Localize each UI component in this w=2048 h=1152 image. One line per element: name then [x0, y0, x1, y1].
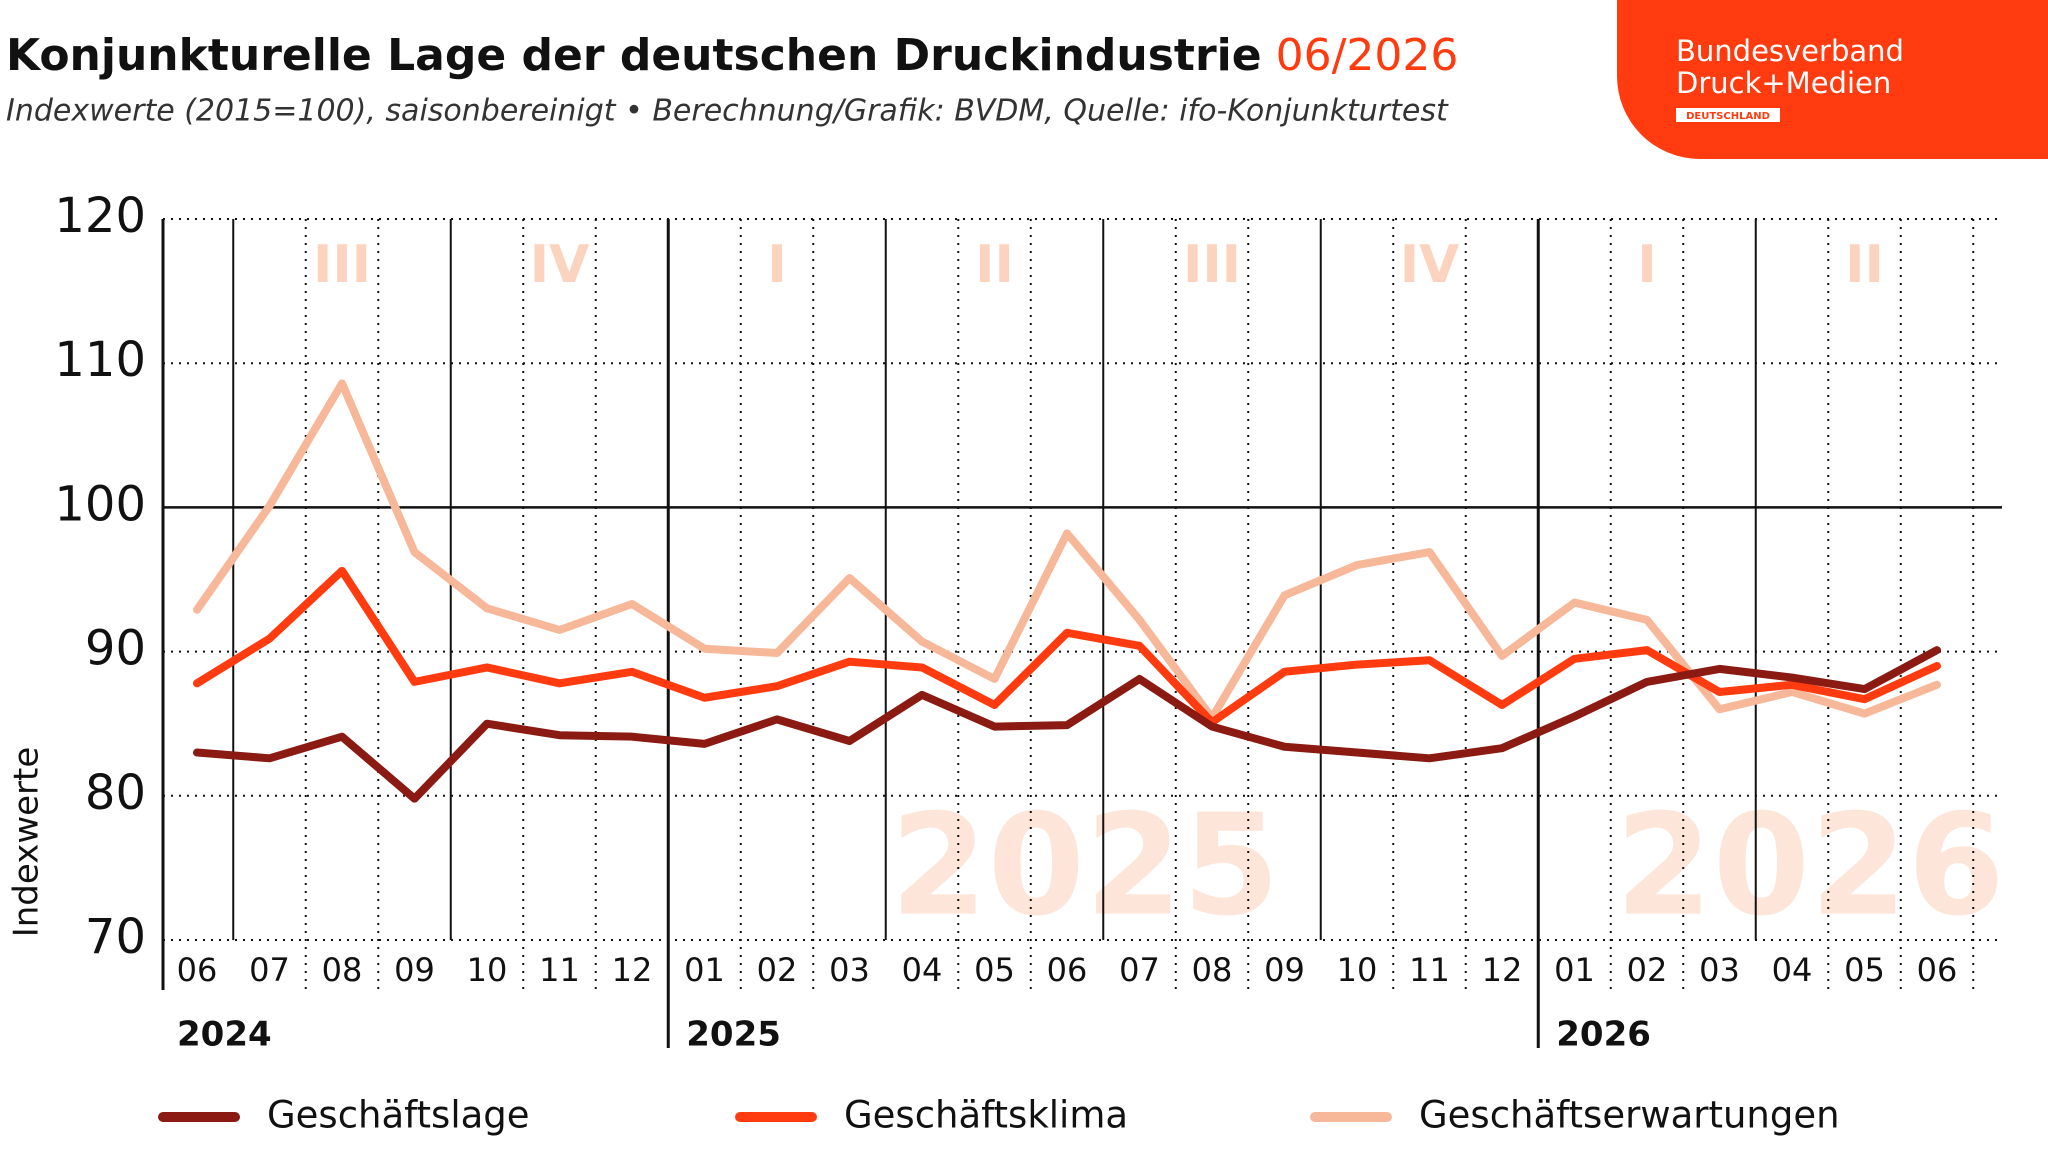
legend-label: Geschäftserwartungen [1419, 1094, 1840, 1137]
series-line [193, 379, 1941, 722]
logo-line: Druck+Medien [1676, 66, 1891, 100]
year-label: 2024 [177, 1015, 272, 1055]
y-axis-label: Indexwerte [7, 747, 47, 938]
y-tick-label: 90 [85, 621, 146, 677]
x-tick-label: 07 [1119, 951, 1160, 989]
quarter-label: III [1183, 235, 1241, 295]
quarter-label: I [1637, 235, 1656, 295]
quarter-label: I [767, 235, 786, 295]
chart-title: Konjunkturelle Lage der deutschen Drucki… [6, 30, 1262, 81]
x-tick-label: 01 [684, 951, 725, 989]
x-tick-label: 04 [902, 951, 943, 989]
x-tick-label: 09 [394, 951, 435, 989]
logo-line: DEUTSCHLAND [1686, 111, 1770, 122]
x-tick-label: 04 [1772, 951, 1813, 989]
x-tick-label: 11 [1409, 951, 1450, 989]
watermark: 2026 [1615, 785, 2005, 948]
x-tick-label: 09 [1264, 951, 1305, 989]
x-tick-label: 08 [322, 951, 363, 989]
x-tick-label: 02 [757, 951, 798, 989]
x-tick-label: 12 [1482, 951, 1523, 989]
x-tick-label: 10 [1337, 951, 1378, 989]
y-tick-label: 120 [54, 188, 146, 244]
watermark: 2025 [890, 785, 1280, 948]
x-tick-label: 08 [1192, 951, 1233, 989]
x-tick-label: 06 [1917, 951, 1958, 989]
x-tick-label: 03 [1699, 951, 1740, 989]
y-tick-label: 110 [54, 332, 146, 388]
y-tick-label: 80 [85, 765, 146, 821]
quarter-label: II [1845, 235, 1884, 295]
x-tick-label: 12 [612, 951, 653, 989]
year-label: 2025 [686, 1015, 781, 1055]
chart-title-date: 06/2026 [1276, 30, 1459, 81]
quarter-label: III [313, 235, 371, 295]
x-tick-label: 02 [1627, 951, 1668, 989]
y-tick-label: 70 [85, 909, 146, 965]
quarter-label: IV [530, 235, 590, 295]
x-tick-label: 05 [1844, 951, 1885, 989]
year-label: 2026 [1556, 1015, 1651, 1055]
legend-label: Geschäftslage [267, 1094, 530, 1137]
x-tick-label: 07 [249, 951, 290, 989]
x-tick-label: 10 [467, 951, 508, 989]
x-tick-label: 11 [539, 951, 580, 989]
x-tick-label: 05 [974, 951, 1015, 989]
legend-label: Geschäftsklima [844, 1094, 1128, 1137]
logo-badge [1676, 108, 1780, 122]
chart-title-group: Konjunkturelle Lage der deutschen Drucki… [6, 30, 1458, 81]
x-tick-label: 03 [829, 951, 870, 989]
quarter-label: IV [1400, 235, 1460, 295]
chart-subtitle: Indexwerte (2015=100), saisonbereinigt •… [6, 94, 1449, 129]
logo-line: Bundesverband [1676, 34, 1904, 68]
series-line [193, 646, 1941, 803]
y-tick-label: 100 [54, 476, 146, 532]
quarter-label: II [975, 235, 1014, 295]
x-tick-label: 06 [177, 951, 218, 989]
x-tick-label: 06 [1047, 951, 1088, 989]
series-line [193, 566, 1941, 727]
x-tick-label: 01 [1554, 951, 1595, 989]
